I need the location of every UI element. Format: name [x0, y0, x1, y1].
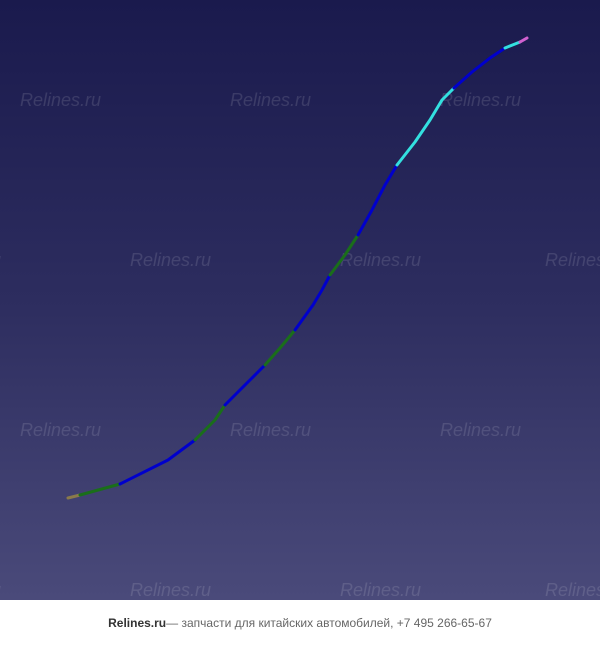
pipe-segment: [397, 88, 454, 165]
pipe-segment: [520, 38, 527, 42]
pipe-segment: [265, 330, 295, 365]
pipe-diagram: [0, 0, 600, 600]
pipe-segment: [68, 495, 80, 498]
footer-brand: Relines.ru: [108, 616, 166, 630]
pipe-segment: [225, 365, 265, 405]
pipe-segment: [295, 275, 330, 330]
cad-viewport: Relines.ruRelines.ruRelines.ruRelines.ru…: [0, 0, 600, 600]
pipe-segment: [120, 440, 195, 484]
pipe-segment: [330, 235, 358, 275]
footer-caption: Relines.ru — запчасти для китайских авто…: [0, 600, 600, 645]
pipe-segment: [454, 48, 505, 88]
pipe-segment: [358, 165, 397, 235]
pipe-segment: [195, 405, 225, 440]
footer-description: — запчасти для китайских автомобилей, +7…: [166, 616, 492, 630]
pipe-segment: [80, 484, 120, 495]
pipe-segment: [505, 42, 520, 48]
